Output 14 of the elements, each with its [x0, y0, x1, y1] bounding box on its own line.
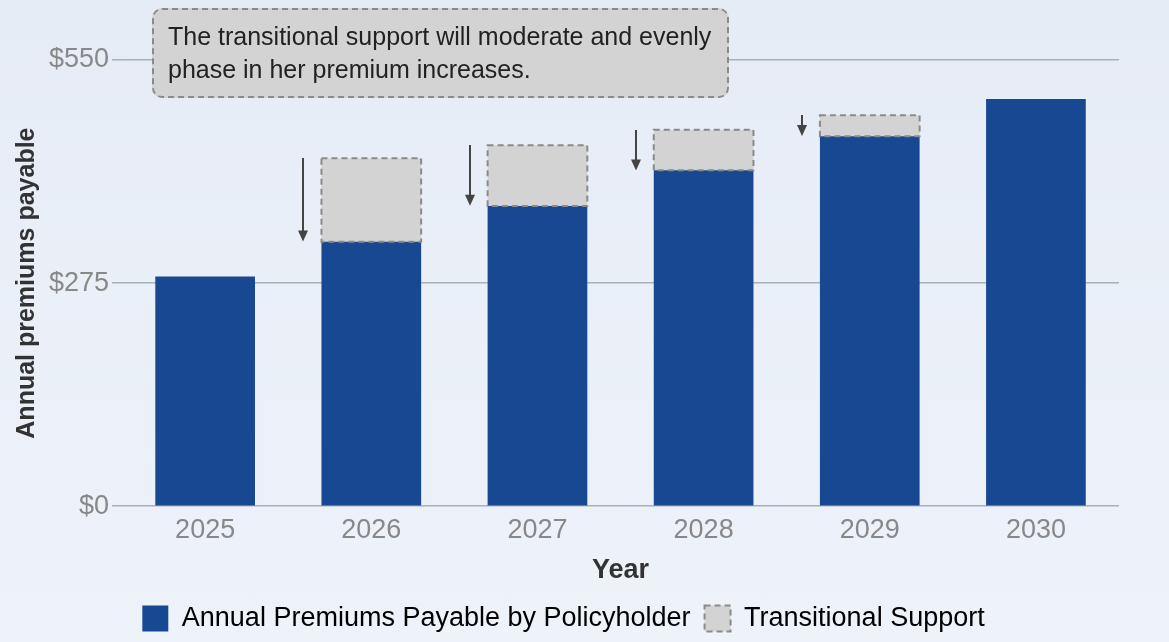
x-tick-label: 2028 [673, 513, 734, 544]
x-tick-label: 2026 [341, 513, 402, 544]
legend-label: Annual Premiums Payable by Policyholder [181, 601, 691, 632]
x-tick-label: 2027 [507, 513, 568, 544]
x-tick-label: 2029 [839, 513, 900, 544]
x-tick-label: 2030 [1005, 513, 1066, 544]
y-tick-label: $275 [48, 266, 110, 297]
x-tick-label: 2025 [175, 513, 236, 544]
annotation: The transitional support will moderate and evenly phase in her premium increases. [152, 8, 729, 98]
y-axis-title: Annual premiums payable [10, 127, 39, 439]
y-tick-label: $550 [48, 43, 110, 74]
legend-label: Transitional Support [744, 601, 986, 632]
x-axis-title: Year [592, 554, 650, 585]
y-tick-label: $0 [79, 489, 110, 520]
